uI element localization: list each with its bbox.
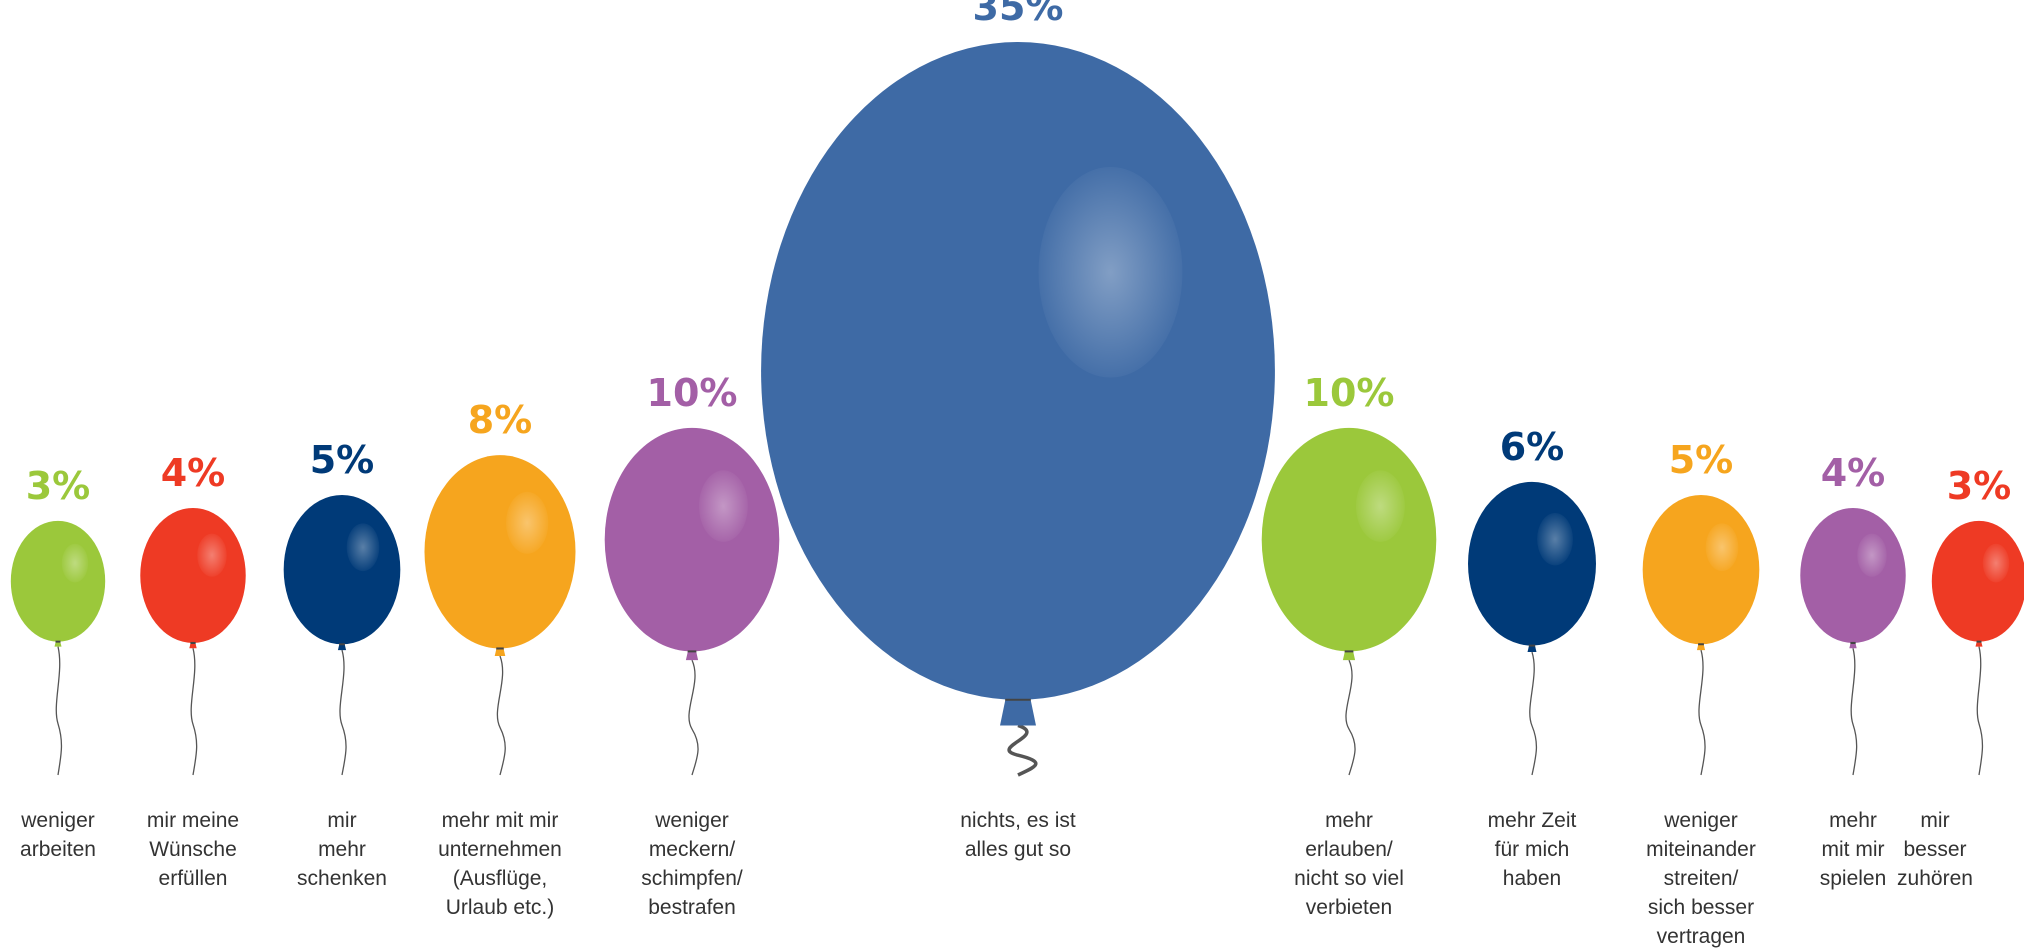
balloon-bar bbox=[283, 494, 401, 645]
balloon-knot-band bbox=[1698, 643, 1704, 647]
balloon-string bbox=[190, 648, 198, 776]
balloon-highlight bbox=[698, 470, 748, 542]
balloon-string bbox=[1529, 651, 1538, 776]
balloon-knot bbox=[1000, 700, 1036, 726]
balloon-bar bbox=[1642, 494, 1760, 645]
balloon-knot-band bbox=[339, 643, 345, 647]
balloon-highlight bbox=[1038, 167, 1183, 378]
category-label: weniger meckern/ schimpfen/ bestrafen bbox=[641, 809, 743, 919]
value-label: 6% bbox=[1500, 425, 1565, 469]
balloon-bar bbox=[1261, 427, 1437, 652]
value-label: 5% bbox=[310, 438, 375, 482]
balloon-highlight bbox=[197, 533, 227, 577]
balloon-string bbox=[1007, 723, 1038, 777]
value-label: 3% bbox=[26, 464, 91, 508]
balloon-highlight bbox=[346, 523, 380, 572]
balloon-knot bbox=[494, 649, 506, 656]
balloon-knot bbox=[1527, 646, 1537, 653]
category-label: mir mehr schenken bbox=[297, 809, 387, 890]
balloon-bar bbox=[424, 455, 576, 649]
balloon-string bbox=[496, 655, 506, 776]
category-label: mir meine Wünsche erfüllen bbox=[146, 809, 240, 890]
balloon-knot bbox=[685, 652, 699, 661]
value-label: 4% bbox=[1821, 451, 1886, 495]
category-label: mehr mit mir spielen bbox=[1819, 809, 1887, 890]
balloon-string bbox=[1345, 659, 1356, 776]
balloon-knot-band bbox=[190, 641, 196, 646]
balloon-highlight bbox=[1982, 543, 2010, 583]
balloon-knot bbox=[337, 645, 347, 651]
category-label: weniger miteinander streiten/ sich besse… bbox=[1646, 809, 1756, 948]
value-label: 10% bbox=[647, 371, 738, 415]
value-label: 10% bbox=[1304, 371, 1395, 415]
balloon-highlight bbox=[61, 543, 89, 583]
value-label: 5% bbox=[1669, 438, 1734, 482]
value-label: 8% bbox=[468, 398, 533, 442]
balloon-string bbox=[1976, 646, 1984, 776]
category-label: weniger arbeiten bbox=[20, 809, 96, 861]
category-label: nichts, es ist alles gut so bbox=[960, 809, 1076, 861]
balloon-bar bbox=[140, 507, 246, 643]
balloon-knot-band bbox=[1850, 641, 1856, 646]
balloon-knot bbox=[1696, 645, 1706, 651]
balloon-highlight bbox=[506, 491, 549, 554]
balloon-string bbox=[1850, 648, 1858, 776]
balloon-bar bbox=[10, 520, 106, 642]
balloon-bar bbox=[1800, 507, 1906, 643]
balloon-knot bbox=[1849, 643, 1857, 649]
balloon-highlight bbox=[1705, 523, 1739, 572]
balloon-bar bbox=[1468, 481, 1596, 646]
category-label: mehr Zeit für mich haben bbox=[1487, 809, 1577, 890]
value-label: 35% bbox=[973, 0, 1064, 29]
balloon-string bbox=[1698, 649, 1706, 776]
balloon-knot bbox=[1975, 642, 1983, 647]
balloon-knot bbox=[189, 643, 197, 649]
category-label: mehr mit mir unternehmen (Ausflüge, Urla… bbox=[438, 809, 562, 919]
value-label: 4% bbox=[161, 451, 226, 495]
balloon-knot-band bbox=[1528, 644, 1536, 649]
balloon-string bbox=[688, 659, 699, 776]
balloon-bar bbox=[604, 427, 780, 652]
balloon-string bbox=[55, 646, 63, 776]
balloon-bar bbox=[761, 42, 1275, 700]
balloon-highlight bbox=[1355, 470, 1405, 542]
balloon-string bbox=[339, 649, 347, 776]
value-label: 3% bbox=[1947, 464, 2012, 508]
balloon-knot-band bbox=[55, 640, 61, 644]
balloon-knot bbox=[1342, 652, 1356, 661]
category-label: mehr erlauben/ nicht so viel verbieten bbox=[1294, 809, 1404, 919]
balloon-knot-band bbox=[1976, 640, 1982, 644]
category-label: mir besser zuhören bbox=[1897, 809, 1973, 890]
balloon-bar bbox=[1931, 520, 2024, 642]
balloon-highlight bbox=[1857, 533, 1887, 577]
balloon-highlight bbox=[1537, 512, 1573, 566]
balloon-knot bbox=[54, 642, 62, 647]
